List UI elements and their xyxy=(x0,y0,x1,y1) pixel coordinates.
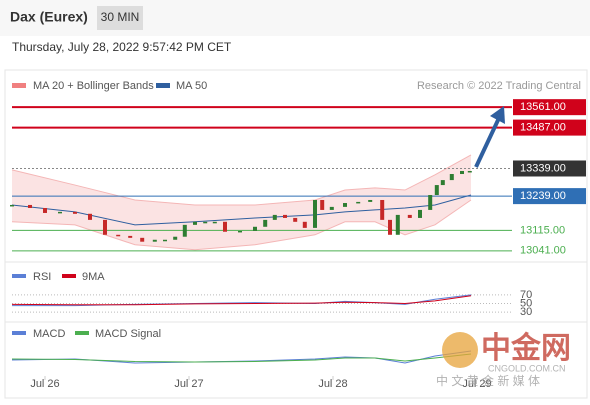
legend-swatch xyxy=(12,274,26,278)
legend-swatch xyxy=(12,331,26,335)
candle xyxy=(212,221,217,224)
credit: Research © 2022 Trading Central xyxy=(417,80,581,92)
legend-label: RSI xyxy=(33,271,51,283)
candle xyxy=(43,207,47,213)
candle xyxy=(368,199,373,202)
candle xyxy=(356,201,361,204)
y-tick-label: 70 xyxy=(520,289,532,301)
chart-frame xyxy=(4,69,588,399)
legend-label: MACD Signal xyxy=(95,328,161,340)
legend-label: MACD xyxy=(33,328,65,340)
candle xyxy=(103,219,107,235)
candle xyxy=(182,224,187,237)
candle xyxy=(320,199,325,210)
candle xyxy=(343,203,347,207)
bollinger-band xyxy=(12,154,471,250)
candle xyxy=(163,239,167,242)
watermark-text: 中金网 xyxy=(481,331,571,365)
bollinger-lower xyxy=(11,199,472,251)
instrument-title: Dax (Eurex) xyxy=(10,9,88,25)
watermark: 中金网 CNGOLD.COM.CN 中 文 黄 金 新 媒 体 xyxy=(436,331,571,388)
y-tick-label: 30 xyxy=(520,306,532,318)
candle xyxy=(173,236,178,240)
candle xyxy=(428,195,433,210)
candle xyxy=(467,170,472,173)
candle xyxy=(223,221,227,232)
candle xyxy=(380,199,385,220)
legend-swatch xyxy=(12,83,26,88)
level-label-box xyxy=(513,188,586,205)
candle xyxy=(88,213,92,220)
candle xyxy=(388,219,392,235)
candle xyxy=(418,209,422,218)
candle xyxy=(116,234,121,237)
x-tick-label: Jul 26 xyxy=(30,378,59,390)
y-tick-label: 50 xyxy=(520,297,532,309)
level-label-box xyxy=(513,119,586,136)
x-tick-label: Jul 29 xyxy=(462,378,491,390)
candle xyxy=(460,170,464,175)
candle xyxy=(253,226,257,231)
candle xyxy=(28,204,32,208)
header-bar xyxy=(0,0,590,36)
candle xyxy=(440,180,445,186)
candle xyxy=(302,221,307,228)
watermark-text: 中 文 黄 金 新 媒 体 xyxy=(436,373,540,388)
forecast-arrow xyxy=(474,117,501,168)
candle xyxy=(407,214,412,218)
legend-label: MA 20 + Bollinger Bands xyxy=(33,80,154,92)
level-label-box xyxy=(513,99,586,116)
level-label: 13561.00 xyxy=(520,101,566,113)
candle xyxy=(293,217,298,222)
macd-signal-line xyxy=(11,353,472,363)
legend-label: MA 50 xyxy=(176,80,207,92)
timeframe[interactable]: 30 MIN xyxy=(101,10,140,24)
candle xyxy=(73,211,77,214)
current-price-box xyxy=(513,160,586,177)
candle xyxy=(449,174,454,181)
candle xyxy=(313,199,317,228)
legend-swatch xyxy=(62,274,76,278)
candle xyxy=(263,219,268,227)
candle xyxy=(329,206,334,210)
watermark-logo xyxy=(442,332,478,368)
candle xyxy=(152,239,157,242)
rsi-ma-line xyxy=(11,295,472,306)
forecast-arrowhead xyxy=(490,106,505,124)
candle xyxy=(193,221,197,225)
legend-swatch xyxy=(75,331,89,335)
macd-line xyxy=(11,350,472,364)
legend-swatch xyxy=(156,83,170,88)
x-tick-label: Jul 28 xyxy=(318,378,347,390)
candle xyxy=(140,237,145,242)
candle xyxy=(272,214,277,220)
candle xyxy=(10,204,14,207)
candle xyxy=(283,214,287,218)
timeframe-box[interactable] xyxy=(97,6,143,30)
watermark-text: CNGOLD.COM.CN xyxy=(488,363,566,373)
level-label: 13487.00 xyxy=(520,122,566,134)
level-label: 13239.00 xyxy=(520,190,566,202)
current-price-label: 13339.00 xyxy=(520,162,566,174)
candle xyxy=(238,230,242,233)
level-label: 13041.00 xyxy=(520,245,566,257)
level-label: 13115.00 xyxy=(520,224,565,236)
candle xyxy=(395,214,400,235)
candle xyxy=(434,185,439,196)
legend-label: 9MA xyxy=(82,271,105,283)
x-tick-label: Jul 27 xyxy=(174,378,203,390)
candle xyxy=(203,221,208,224)
candle xyxy=(58,211,62,214)
candle xyxy=(128,235,133,238)
timestamp: Thursday, July 28, 2022 9:57:42 PM CET xyxy=(12,40,232,54)
